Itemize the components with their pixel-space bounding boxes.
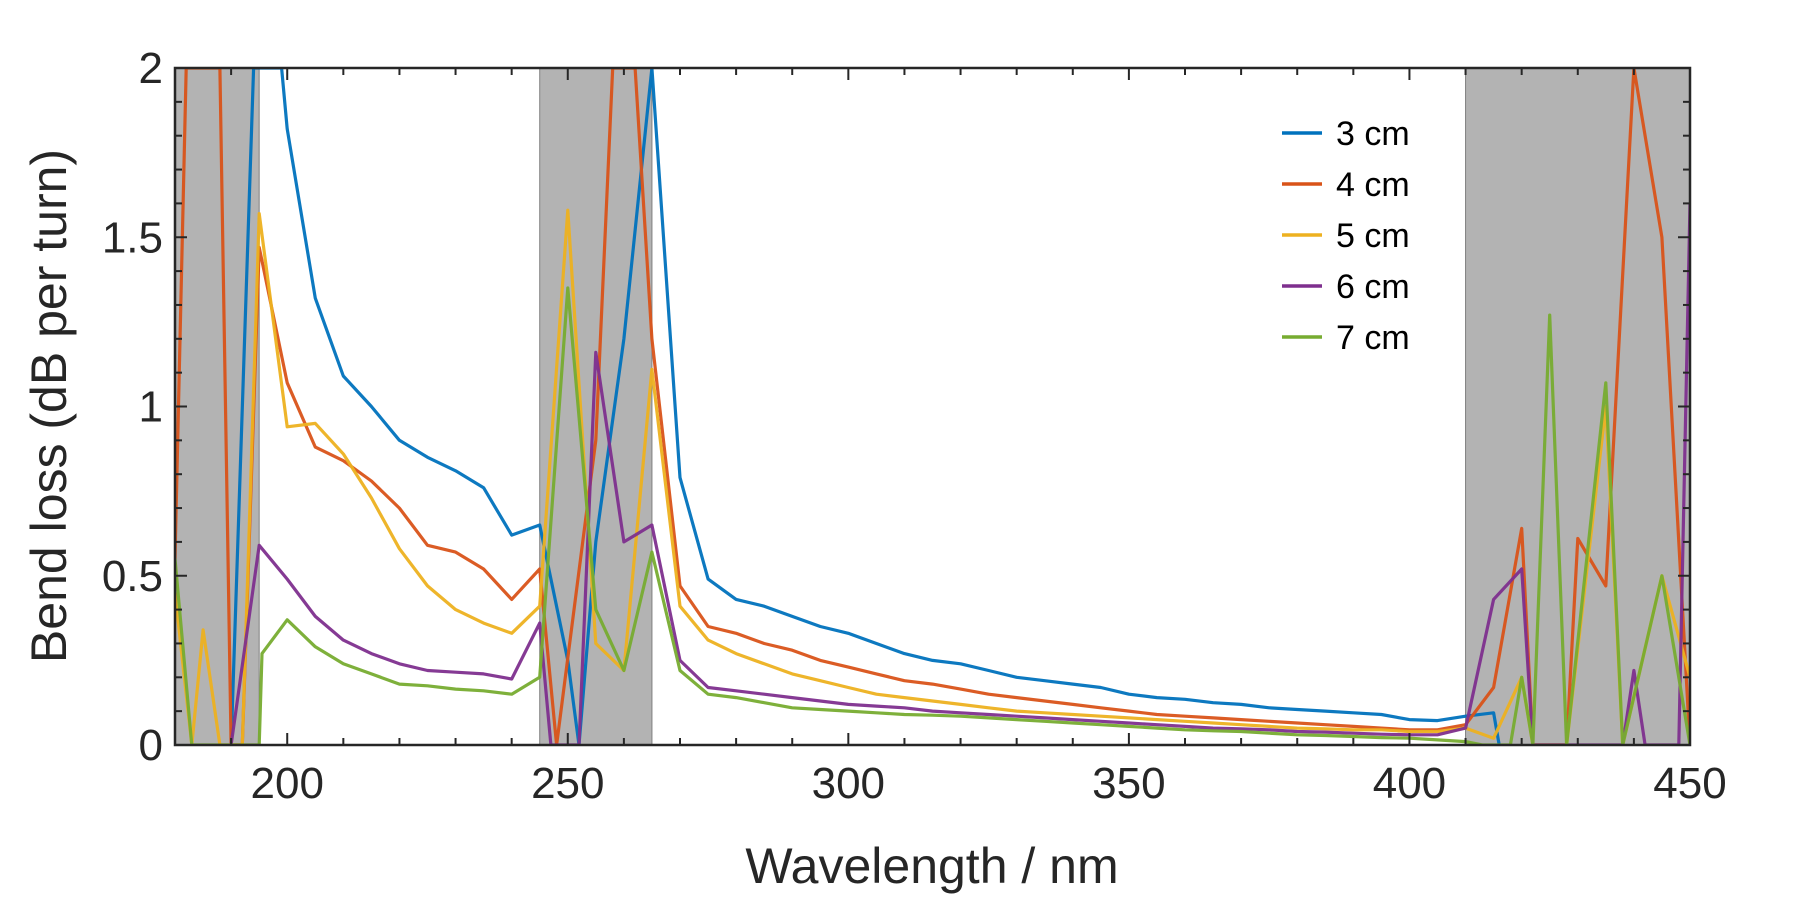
y-tick-label: 2 (139, 44, 163, 93)
x-tick-label: 200 (251, 759, 324, 808)
y-tick-labels: 0 0.5 1 1.5 2 (102, 44, 163, 770)
y-tick-label: 1 (139, 383, 163, 432)
x-tick-labels: 200 250 300 350 400 450 (251, 759, 1727, 808)
x-tick-label: 250 (531, 759, 604, 808)
x-tick-label: 300 (812, 759, 885, 808)
y-tick-label: 1.5 (102, 213, 163, 262)
legend-entry-label: 7 cm (1336, 319, 1410, 357)
plot-area-frame (173, 66, 1692, 747)
y-axis-title: Bend loss (dB per turn) (21, 149, 77, 663)
y-tick-label: 0 (139, 721, 163, 770)
series-line-5-cm (175, 208, 1690, 745)
x-tick-label: 350 (1092, 759, 1165, 808)
series-line-3-cm (229, 68, 1501, 745)
x-axis-title: Wavelength / nm (745, 838, 1118, 894)
shaded-region-1 (175, 68, 260, 745)
legend-entry-label: 6 cm (1336, 268, 1410, 306)
legend-entry-label: 3 cm (1336, 115, 1410, 153)
legend-entry-label: 4 cm (1336, 166, 1410, 204)
legend: 3 cm 4 cm 5 cm 6 cm 7 cm (1282, 115, 1410, 357)
series-lines (175, 68, 1690, 745)
series-line-7-cm (175, 286, 1690, 745)
y-tick-label: 0.5 (102, 552, 163, 601)
series-line-4-cm (175, 68, 1690, 745)
x-tick-label: 450 (1653, 759, 1726, 808)
axis-ticks (174, 67, 1691, 746)
legend-entry-label: 5 cm (1336, 217, 1410, 255)
x-tick-label: 400 (1373, 759, 1446, 808)
shaded-regions (175, 68, 1690, 745)
series-line-6-cm (229, 203, 1690, 745)
